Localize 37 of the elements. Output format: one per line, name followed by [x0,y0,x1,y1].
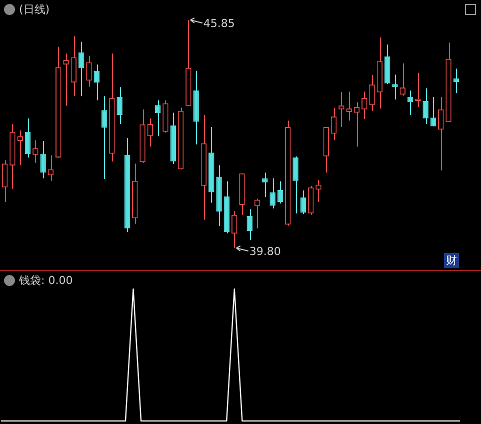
candlestick [24,118,31,158]
candlestick [277,180,284,204]
candlestick [48,154,54,182]
candlestick [292,156,298,214]
candlestick [400,62,406,96]
annotation: 39.80 [249,244,281,258]
candlestick [40,140,46,179]
candlestick [270,178,276,209]
candlestick [231,210,238,248]
candlestick [246,208,252,241]
text: 财 [444,253,459,268]
candlestick [316,180,322,203]
candlestick [70,36,77,97]
candlestick [17,130,23,166]
candlestick [438,96,444,171]
candlestick [78,41,84,97]
candlestick [116,86,122,125]
candlestick [338,91,344,128]
candlestick [63,53,69,106]
candlestick [346,91,352,122]
candlestick [430,96,436,127]
candlestick [154,100,161,137]
candlestick [86,55,92,88]
candlestick [362,91,368,120]
candlestick [300,190,306,215]
annotation: 45.85 [203,16,235,30]
candlestick [147,118,154,148]
candlestick [32,140,38,164]
chart-title: 钱袋: 0.00 [19,273,73,288]
chart-title: (日线) [19,2,50,17]
candlestick [392,74,398,100]
candlestick [422,88,428,125]
candlestick [94,64,100,101]
candlestick [101,96,108,180]
candlestick [330,107,337,141]
candlestick [262,172,268,198]
candlestick [369,74,375,112]
